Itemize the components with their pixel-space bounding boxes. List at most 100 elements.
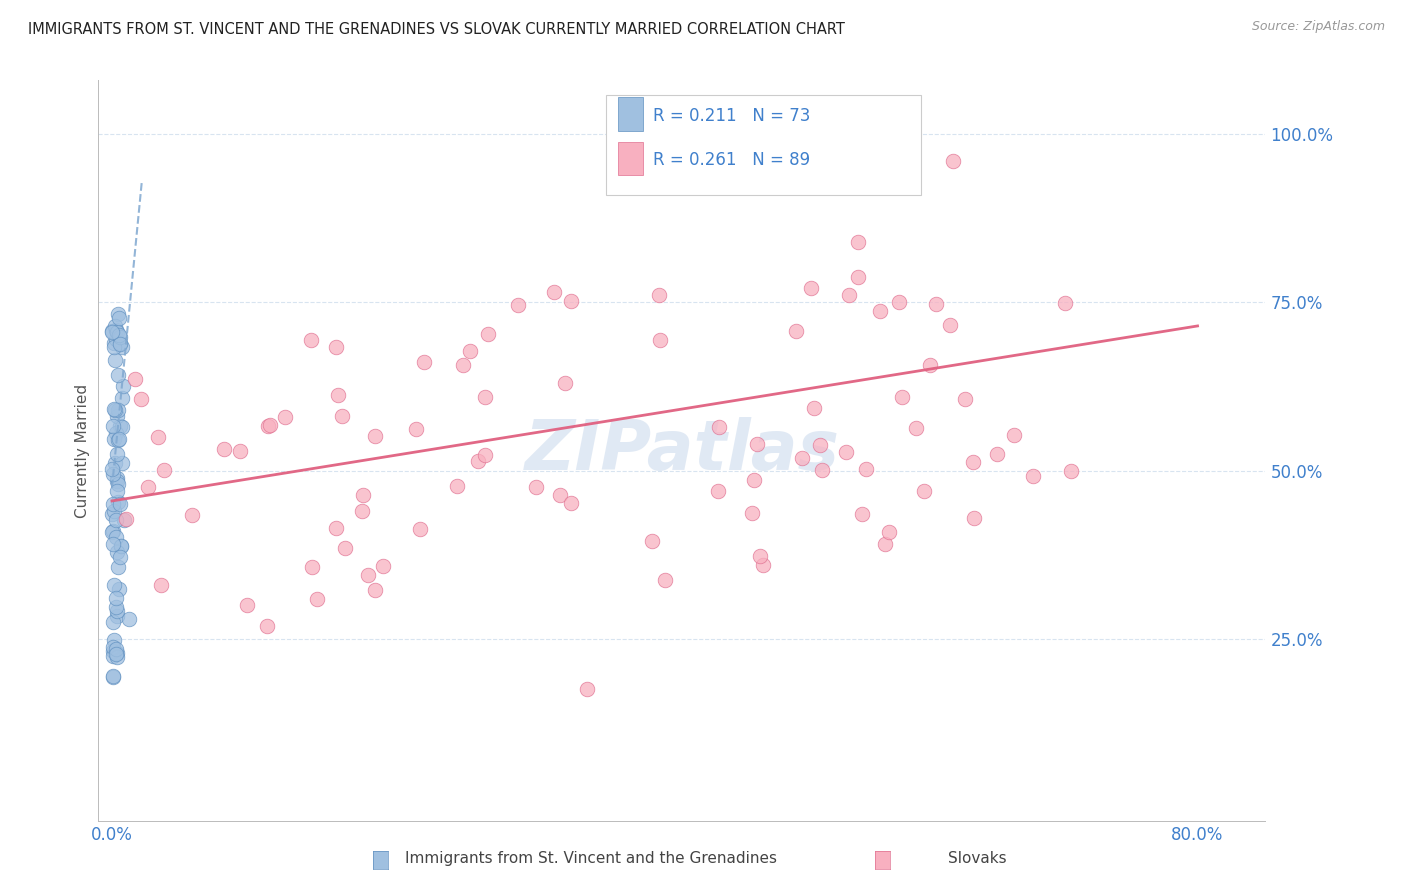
Point	[554, 376, 576, 390]
Point	[707, 484, 730, 499]
Point	[851, 508, 873, 522]
Point	[108, 432, 131, 446]
Point	[953, 392, 976, 406]
Point	[114, 512, 136, 526]
Point	[325, 520, 347, 534]
Point	[105, 513, 128, 527]
Point	[648, 288, 671, 302]
Point	[405, 422, 427, 436]
Point	[129, 392, 152, 407]
Point	[918, 359, 941, 373]
Point	[103, 643, 125, 657]
Point	[352, 488, 374, 502]
Text: Slovaks: Slovaks	[948, 851, 1007, 865]
Point	[107, 403, 129, 417]
Point	[357, 568, 380, 582]
Point	[105, 409, 128, 423]
Point	[326, 388, 349, 402]
Point	[110, 497, 132, 511]
Point	[741, 506, 763, 520]
Point	[875, 537, 897, 551]
Point	[942, 154, 965, 169]
Point	[107, 545, 129, 559]
Point	[108, 330, 131, 344]
Point	[105, 474, 128, 488]
Point	[963, 511, 986, 525]
Point	[110, 539, 132, 553]
Point	[103, 504, 125, 518]
Point	[846, 235, 869, 249]
Point	[105, 604, 128, 618]
Point	[846, 269, 869, 284]
Point	[747, 437, 769, 451]
Point	[548, 488, 571, 502]
Point	[560, 294, 582, 309]
Point	[105, 447, 128, 461]
Point	[305, 592, 328, 607]
Point	[103, 401, 125, 416]
Point	[785, 324, 807, 338]
Point	[103, 578, 125, 592]
Point	[101, 326, 124, 340]
Point	[474, 391, 496, 405]
Point	[105, 483, 128, 498]
Point	[103, 497, 125, 511]
Point	[453, 359, 475, 373]
Text: ZIPatlas: ZIPatlas	[524, 417, 839, 484]
Point	[103, 633, 125, 648]
Point	[838, 287, 860, 301]
Point	[256, 619, 278, 633]
Point	[101, 462, 124, 476]
Point	[752, 558, 775, 572]
Point	[939, 318, 962, 333]
Point	[325, 340, 347, 354]
Point	[877, 525, 900, 540]
Point	[477, 327, 499, 342]
Point	[506, 297, 529, 311]
Point	[101, 615, 124, 629]
Point	[467, 454, 489, 468]
Bar	[606, 95, 921, 195]
Point	[214, 442, 236, 457]
Point	[460, 344, 482, 359]
Point	[105, 425, 128, 440]
Point	[332, 409, 354, 424]
Point	[153, 463, 176, 477]
Text: R = 0.211   N = 73: R = 0.211 N = 73	[652, 107, 810, 125]
Point	[228, 444, 250, 458]
Point	[108, 582, 131, 597]
Point	[474, 448, 496, 462]
Point	[654, 574, 676, 588]
Point	[101, 324, 124, 338]
Point	[107, 649, 129, 664]
Point	[108, 419, 131, 434]
Point	[108, 335, 131, 350]
Y-axis label: Currently Married: Currently Married	[75, 384, 90, 517]
Point	[412, 355, 434, 369]
Point	[363, 583, 385, 598]
Point	[103, 418, 125, 433]
Point	[790, 450, 813, 465]
Point	[112, 513, 135, 527]
Point	[855, 462, 877, 476]
Point	[371, 559, 394, 574]
Point	[256, 418, 278, 433]
Point	[146, 430, 169, 444]
Point	[575, 682, 598, 697]
Point	[742, 473, 765, 487]
Point	[101, 648, 124, 663]
Point	[101, 668, 124, 682]
Point	[352, 504, 374, 518]
Point	[118, 612, 141, 626]
Point	[101, 507, 124, 521]
Point	[111, 378, 134, 392]
Point	[273, 409, 295, 424]
Point	[560, 496, 582, 510]
Point	[105, 530, 128, 544]
Point	[105, 332, 128, 346]
Point	[105, 608, 128, 623]
Point	[800, 280, 823, 294]
Point	[103, 433, 125, 447]
Point	[1022, 468, 1045, 483]
Point	[105, 471, 128, 485]
